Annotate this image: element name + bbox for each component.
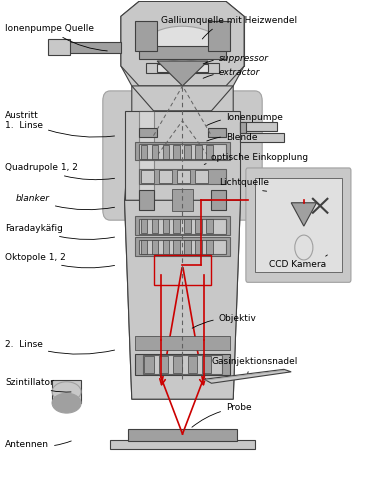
Ellipse shape <box>52 393 81 413</box>
Bar <box>139 169 226 184</box>
Text: extractor: extractor <box>203 68 260 78</box>
Bar <box>184 219 191 233</box>
Bar <box>135 354 230 376</box>
Bar <box>135 336 230 350</box>
Bar <box>195 219 202 233</box>
Bar <box>135 216 230 235</box>
Bar <box>206 144 212 158</box>
Bar <box>143 356 222 374</box>
Ellipse shape <box>146 26 219 61</box>
Bar <box>162 240 169 254</box>
Bar <box>139 46 226 58</box>
Polygon shape <box>230 16 244 66</box>
Bar <box>135 142 230 161</box>
Bar <box>146 62 219 74</box>
Bar <box>49 39 70 55</box>
Bar <box>139 190 154 210</box>
Bar <box>241 122 277 130</box>
Bar <box>141 170 154 183</box>
Bar <box>184 144 191 158</box>
Bar <box>141 144 147 158</box>
Text: CCD Kamera: CCD Kamera <box>269 255 327 270</box>
Bar <box>141 219 147 233</box>
Polygon shape <box>121 16 135 66</box>
Bar <box>135 22 157 51</box>
Bar <box>162 219 169 233</box>
Polygon shape <box>121 2 244 399</box>
Bar <box>203 356 211 374</box>
Bar <box>208 22 230 51</box>
Text: Gasinjektionsnadel: Gasinjektionsnadel <box>211 358 298 374</box>
Bar <box>152 219 158 233</box>
Bar <box>128 429 237 442</box>
Text: Ionenpumpe Quelle: Ionenpumpe Quelle <box>5 24 107 51</box>
Polygon shape <box>139 111 154 200</box>
Text: Faradaykäfig: Faradaykäfig <box>5 224 115 240</box>
Bar <box>241 132 284 141</box>
Bar <box>184 240 191 254</box>
Bar <box>255 178 342 272</box>
Bar <box>139 128 157 136</box>
Polygon shape <box>291 203 316 226</box>
Text: optische Einkopplung: optische Einkopplung <box>204 152 308 164</box>
Bar <box>141 240 147 254</box>
Bar <box>139 240 226 254</box>
Bar <box>63 42 121 52</box>
Polygon shape <box>157 61 208 86</box>
Bar <box>177 170 190 183</box>
Bar <box>241 122 246 132</box>
Bar <box>139 218 226 234</box>
Text: 2.  Linse: 2. Linse <box>5 340 115 354</box>
Polygon shape <box>121 2 244 86</box>
Bar <box>188 356 197 374</box>
Bar <box>195 144 202 158</box>
Bar <box>159 356 168 374</box>
Bar <box>110 440 255 449</box>
Bar <box>208 128 226 136</box>
Circle shape <box>295 235 313 260</box>
Bar <box>139 144 226 159</box>
Text: Quadrupole 1, 2: Quadrupole 1, 2 <box>5 164 115 180</box>
Text: blanker: blanker <box>16 194 115 210</box>
Text: Austritt
1.  Linse: Austritt 1. Linse <box>5 111 115 137</box>
Ellipse shape <box>52 382 81 402</box>
Bar <box>206 219 212 233</box>
Bar <box>173 219 180 233</box>
Bar <box>172 190 193 211</box>
Bar <box>135 237 230 256</box>
Polygon shape <box>124 200 241 399</box>
Bar <box>52 380 81 403</box>
Polygon shape <box>204 370 291 384</box>
Bar <box>208 336 226 345</box>
Polygon shape <box>132 86 233 111</box>
Bar <box>206 240 212 254</box>
Bar <box>157 64 208 72</box>
Bar <box>195 240 202 254</box>
Bar <box>139 336 157 345</box>
Bar <box>145 356 154 374</box>
Text: Galliumquelle mit Heizwendel: Galliumquelle mit Heizwendel <box>161 16 297 39</box>
Bar <box>162 144 169 158</box>
Bar <box>159 170 172 183</box>
Text: Ionenpumpe: Ionenpumpe <box>207 112 283 126</box>
Text: Probe: Probe <box>192 403 251 427</box>
Text: Blende: Blende <box>207 132 257 141</box>
Text: Objektiv: Objektiv <box>192 314 257 328</box>
Bar <box>152 144 158 158</box>
FancyBboxPatch shape <box>246 168 351 282</box>
Text: Oktopole 1, 2: Oktopole 1, 2 <box>5 253 115 268</box>
Text: Szintillator: Szintillator <box>5 378 71 392</box>
Bar <box>173 356 182 374</box>
Bar <box>195 170 208 183</box>
Bar <box>211 190 226 210</box>
Bar <box>152 240 158 254</box>
Bar <box>173 144 180 158</box>
Text: Lichtquelle: Lichtquelle <box>219 178 269 191</box>
Text: suppressor: suppressor <box>203 54 269 64</box>
FancyBboxPatch shape <box>103 91 262 220</box>
Bar <box>154 255 211 285</box>
Polygon shape <box>124 111 241 200</box>
Bar <box>173 240 180 254</box>
Text: Antennen: Antennen <box>5 440 71 450</box>
